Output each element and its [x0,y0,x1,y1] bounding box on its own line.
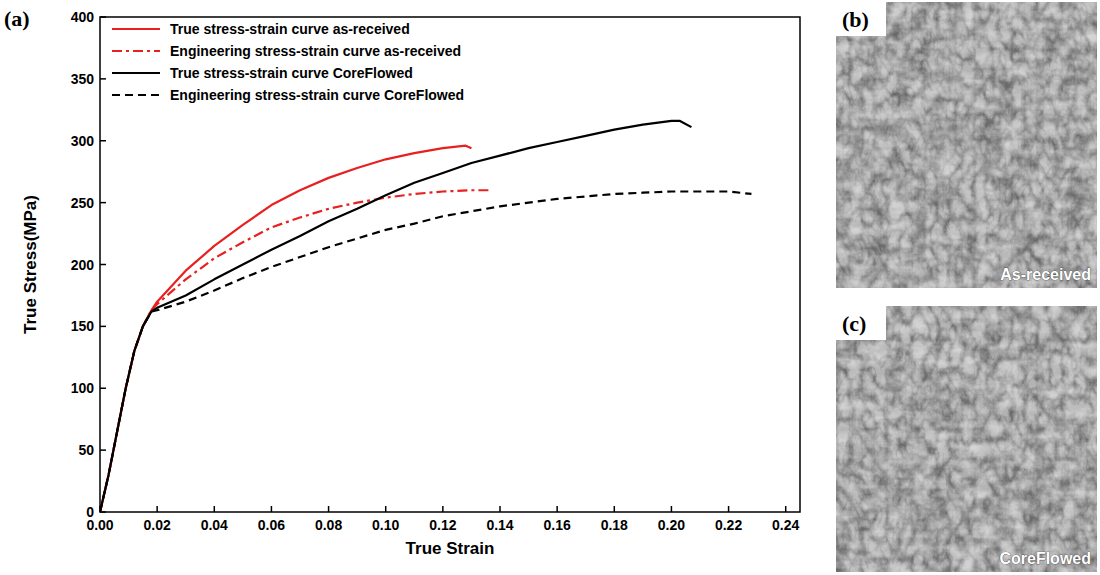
y-tick-label: 300 [71,133,95,149]
y-tick [100,264,106,266]
series-line [100,191,751,512]
panel-letter-bg [836,2,886,36]
y-tick [100,16,106,18]
legend-label: True stress-strain curve as-received [170,21,410,37]
figure: (a)0.000.020.040.060.080.100.120.140.160… [0,0,1100,575]
sem-image [836,2,1097,288]
x-tick [614,506,616,512]
sem-image-bg [836,306,1097,572]
legend-swatch [112,94,160,96]
x-tick [271,506,273,512]
x-tick [556,506,558,512]
image-caption: As-received [1000,266,1091,283]
y-axis-title: True Stress(MPa) [21,195,40,334]
y-tick-label: 100 [71,380,95,396]
plot-area [100,121,751,512]
y-tick [100,449,106,451]
y-tick [100,202,106,204]
x-axis-title: True Strain [406,539,495,558]
x-tick-label: 0.20 [658,517,685,533]
y-tick [100,326,106,328]
y-tick [100,388,106,390]
sem-image-detail [836,306,1097,572]
x-tick-label: 0.08 [315,517,342,533]
x-tick-label: 0.10 [372,517,399,533]
image-caption: CoreFlowed [999,550,1091,567]
legend-label: Engineering stress-strain curve CoreFlow… [170,87,464,103]
x-tick [499,506,501,512]
plot-frame [100,17,800,512]
x-tick [671,506,673,512]
panel-letter-bg [836,306,886,340]
y-tick-label: 250 [71,195,95,211]
x-tick [385,506,387,512]
y-tick [100,78,106,80]
x-tick-label: 0.02 [144,517,171,533]
legend-swatch [112,72,160,74]
y-tick-label: 0 [86,504,94,520]
y-tick-label: 200 [71,257,95,273]
legend-label: Engineering stress-strain curve as-recei… [170,43,461,59]
y-tick-label: 350 [71,71,95,87]
legend-swatch [112,28,160,30]
sem-image [836,306,1097,572]
x-tick-label: 0.18 [601,517,628,533]
sem-image-detail [836,2,1097,288]
y-tick-label: 400 [71,9,95,25]
x-tick-label: 0.12 [429,517,456,533]
series-line [100,146,471,512]
legend-swatch [112,50,160,52]
y-tick-label: 150 [71,318,95,334]
sem-image-bg [836,2,1097,288]
x-tick-label: 0.24 [772,517,799,533]
panel-letter: (a) [4,6,30,31]
x-tick [442,506,444,512]
legend-label: True stress-strain curve CoreFlowed [170,65,413,81]
x-tick [728,506,730,512]
panel-letter: (b) [842,7,869,32]
x-tick-label: 0.22 [715,517,742,533]
y-tick-label: 50 [78,442,94,458]
x-tick [156,506,158,512]
x-tick [214,506,216,512]
x-tick-label: 0.14 [486,517,513,533]
x-tick-label: 0.04 [201,517,228,533]
x-tick [328,506,330,512]
y-tick [100,140,106,142]
x-tick-label: 0.06 [258,517,285,533]
series-line [100,121,691,512]
x-tick-label: 0.16 [544,517,571,533]
panel-letter: (c) [842,311,866,336]
x-tick [785,506,787,512]
